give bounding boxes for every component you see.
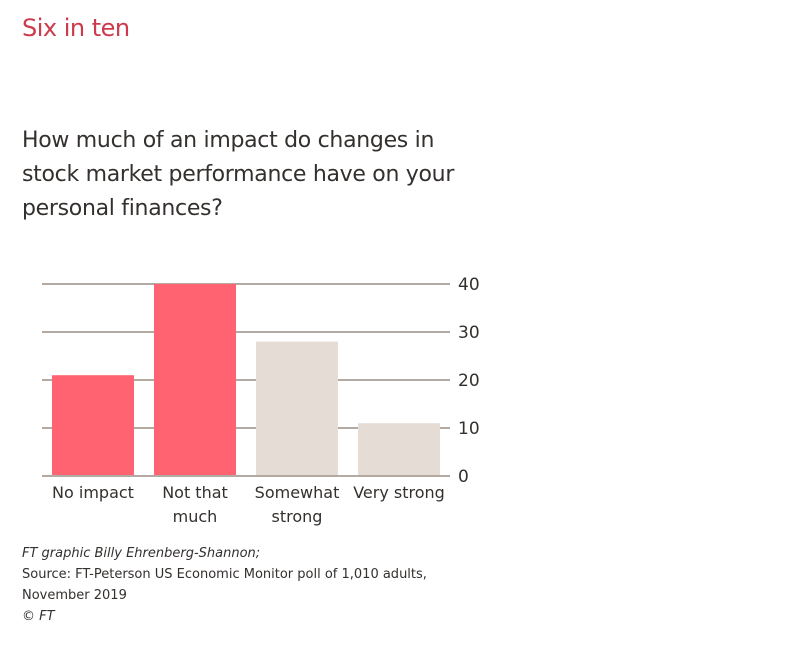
copyright: © FT (22, 609, 55, 624)
category-label-3: Somewhat strong (255, 483, 340, 526)
bar-3 (256, 341, 338, 476)
graphic-credit: FT graphic Billy Ehrenberg-Shannon; (22, 546, 261, 561)
bar-2 (154, 284, 236, 476)
bar-1 (52, 375, 134, 476)
y-tick-label-40: 40 (458, 275, 480, 295)
chart-headline: Six in ten (22, 14, 130, 42)
chart-subtitle: How much of an impact do changes in stoc… (22, 128, 455, 221)
y-tick-label-20: 20 (458, 371, 480, 391)
bar-chart: 0 10 20 30 40 No impact Not that much Somewhat st… (0, 260, 520, 540)
chart-footer: FT graphic Billy Ehrenberg-Shannon; Sour… (22, 543, 427, 627)
y-tick-label-10: 10 (458, 419, 480, 439)
y-tick-label-30: 30 (458, 323, 480, 343)
source-line-2: November 2019 (22, 588, 127, 603)
category-label-1: No impact (52, 483, 134, 502)
category-label-4: Very strong (353, 483, 445, 502)
source-line-1: Source: FT-Peterson US Economic Monitor … (22, 567, 427, 582)
y-tick-label-0: 0 (458, 467, 469, 487)
bar-4 (358, 423, 440, 476)
bar-chart-svg: 0 10 20 30 40 No impact Not that much Somewhat st… (42, 275, 480, 526)
category-label-2: Not that much (162, 483, 228, 526)
